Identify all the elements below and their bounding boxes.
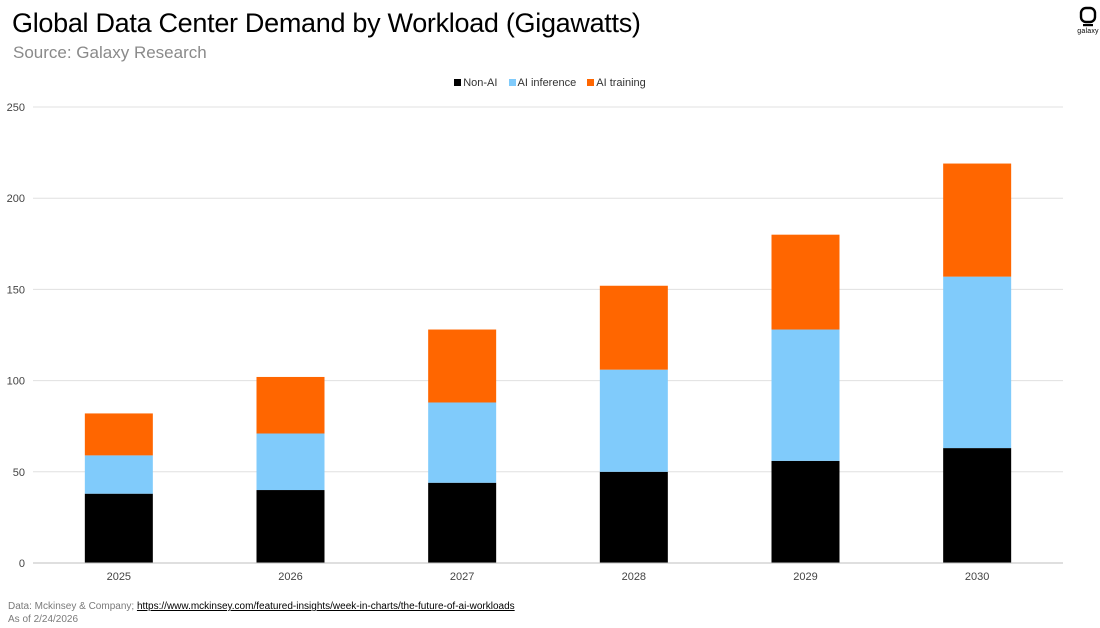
bar-non-ai-2025	[84, 493, 153, 563]
data-source-link[interactable]: https://www.mckinsey.com/featured-insigh…	[136, 601, 515, 612]
bar-ai-training-2027	[428, 329, 497, 403]
chart-title: Global Data Center Demand by Workload (G…	[12, 8, 641, 38]
y-tick-label-0: 0	[19, 558, 25, 570]
legend-swatch-ai-inference	[508, 79, 516, 86]
legend-label-ai-training: AI training	[596, 77, 646, 89]
logo-text: galaxy	[1077, 28, 1099, 35]
bar-ai-inference-2028	[599, 369, 668, 472]
galaxy-logo-icon	[1079, 6, 1097, 27]
legend-item-ai-training: AI training	[587, 77, 646, 89]
y-tick-label-250: 250	[7, 102, 25, 114]
brand-logo: galaxy	[1068, 6, 1100, 35]
bar-ai-training-2026	[256, 376, 325, 434]
bar-non-ai-2026	[256, 490, 325, 563]
y-tick-label-100: 100	[7, 376, 25, 388]
bar-ai-inference-2026	[256, 433, 325, 491]
legend-label-non-ai: Non-AI	[463, 77, 498, 89]
y-tick-label-50: 50	[13, 467, 25, 479]
bar-ai-training-2028	[599, 285, 668, 370]
bar-ai-inference-2029	[771, 329, 840, 461]
legend-label-ai-inference: AI inference	[517, 77, 577, 89]
legend-item-non-ai: Non-AI	[454, 77, 497, 89]
x-tick-label-2030: 2030	[965, 571, 989, 583]
bar-non-ai-2027	[428, 482, 497, 563]
bar-ai-training-2030	[943, 163, 1012, 277]
legend-item-ai-inference: AI inference	[508, 77, 577, 89]
y-tick-label-200: 200	[7, 193, 25, 205]
chart-legend: Non-AI AI inference AI training	[0, 77, 1100, 89]
y-tick-label-150: 150	[7, 284, 25, 296]
x-tick-label-2029: 2029	[793, 571, 817, 583]
x-tick-label-2027: 2027	[450, 571, 474, 583]
x-tick-label-2028: 2028	[622, 571, 646, 583]
bar-ai-inference-2025	[84, 455, 153, 494]
as-of-date: As of 2/24/2026	[8, 614, 79, 625]
x-tick-label-2026: 2026	[278, 571, 302, 583]
data-source-note: Data: Mckinsey & Company; https://www.mc…	[8, 601, 515, 612]
legend-swatch-non-ai	[454, 79, 462, 86]
legend-swatch-ai-training	[587, 79, 595, 86]
chart-subtitle: Source: Galaxy Research	[13, 43, 207, 62]
x-tick-label-2025: 2025	[107, 571, 131, 583]
bar-non-ai-2030	[943, 448, 1012, 563]
bar-ai-inference-2030	[943, 276, 1012, 449]
bar-ai-training-2029	[771, 234, 840, 330]
bar-ai-training-2025	[84, 413, 153, 456]
bar-non-ai-2028	[599, 471, 668, 563]
data-source-prefix: Data: Mckinsey & Company;	[8, 601, 137, 612]
bar-ai-inference-2027	[428, 402, 497, 483]
bar-non-ai-2029	[771, 460, 840, 563]
